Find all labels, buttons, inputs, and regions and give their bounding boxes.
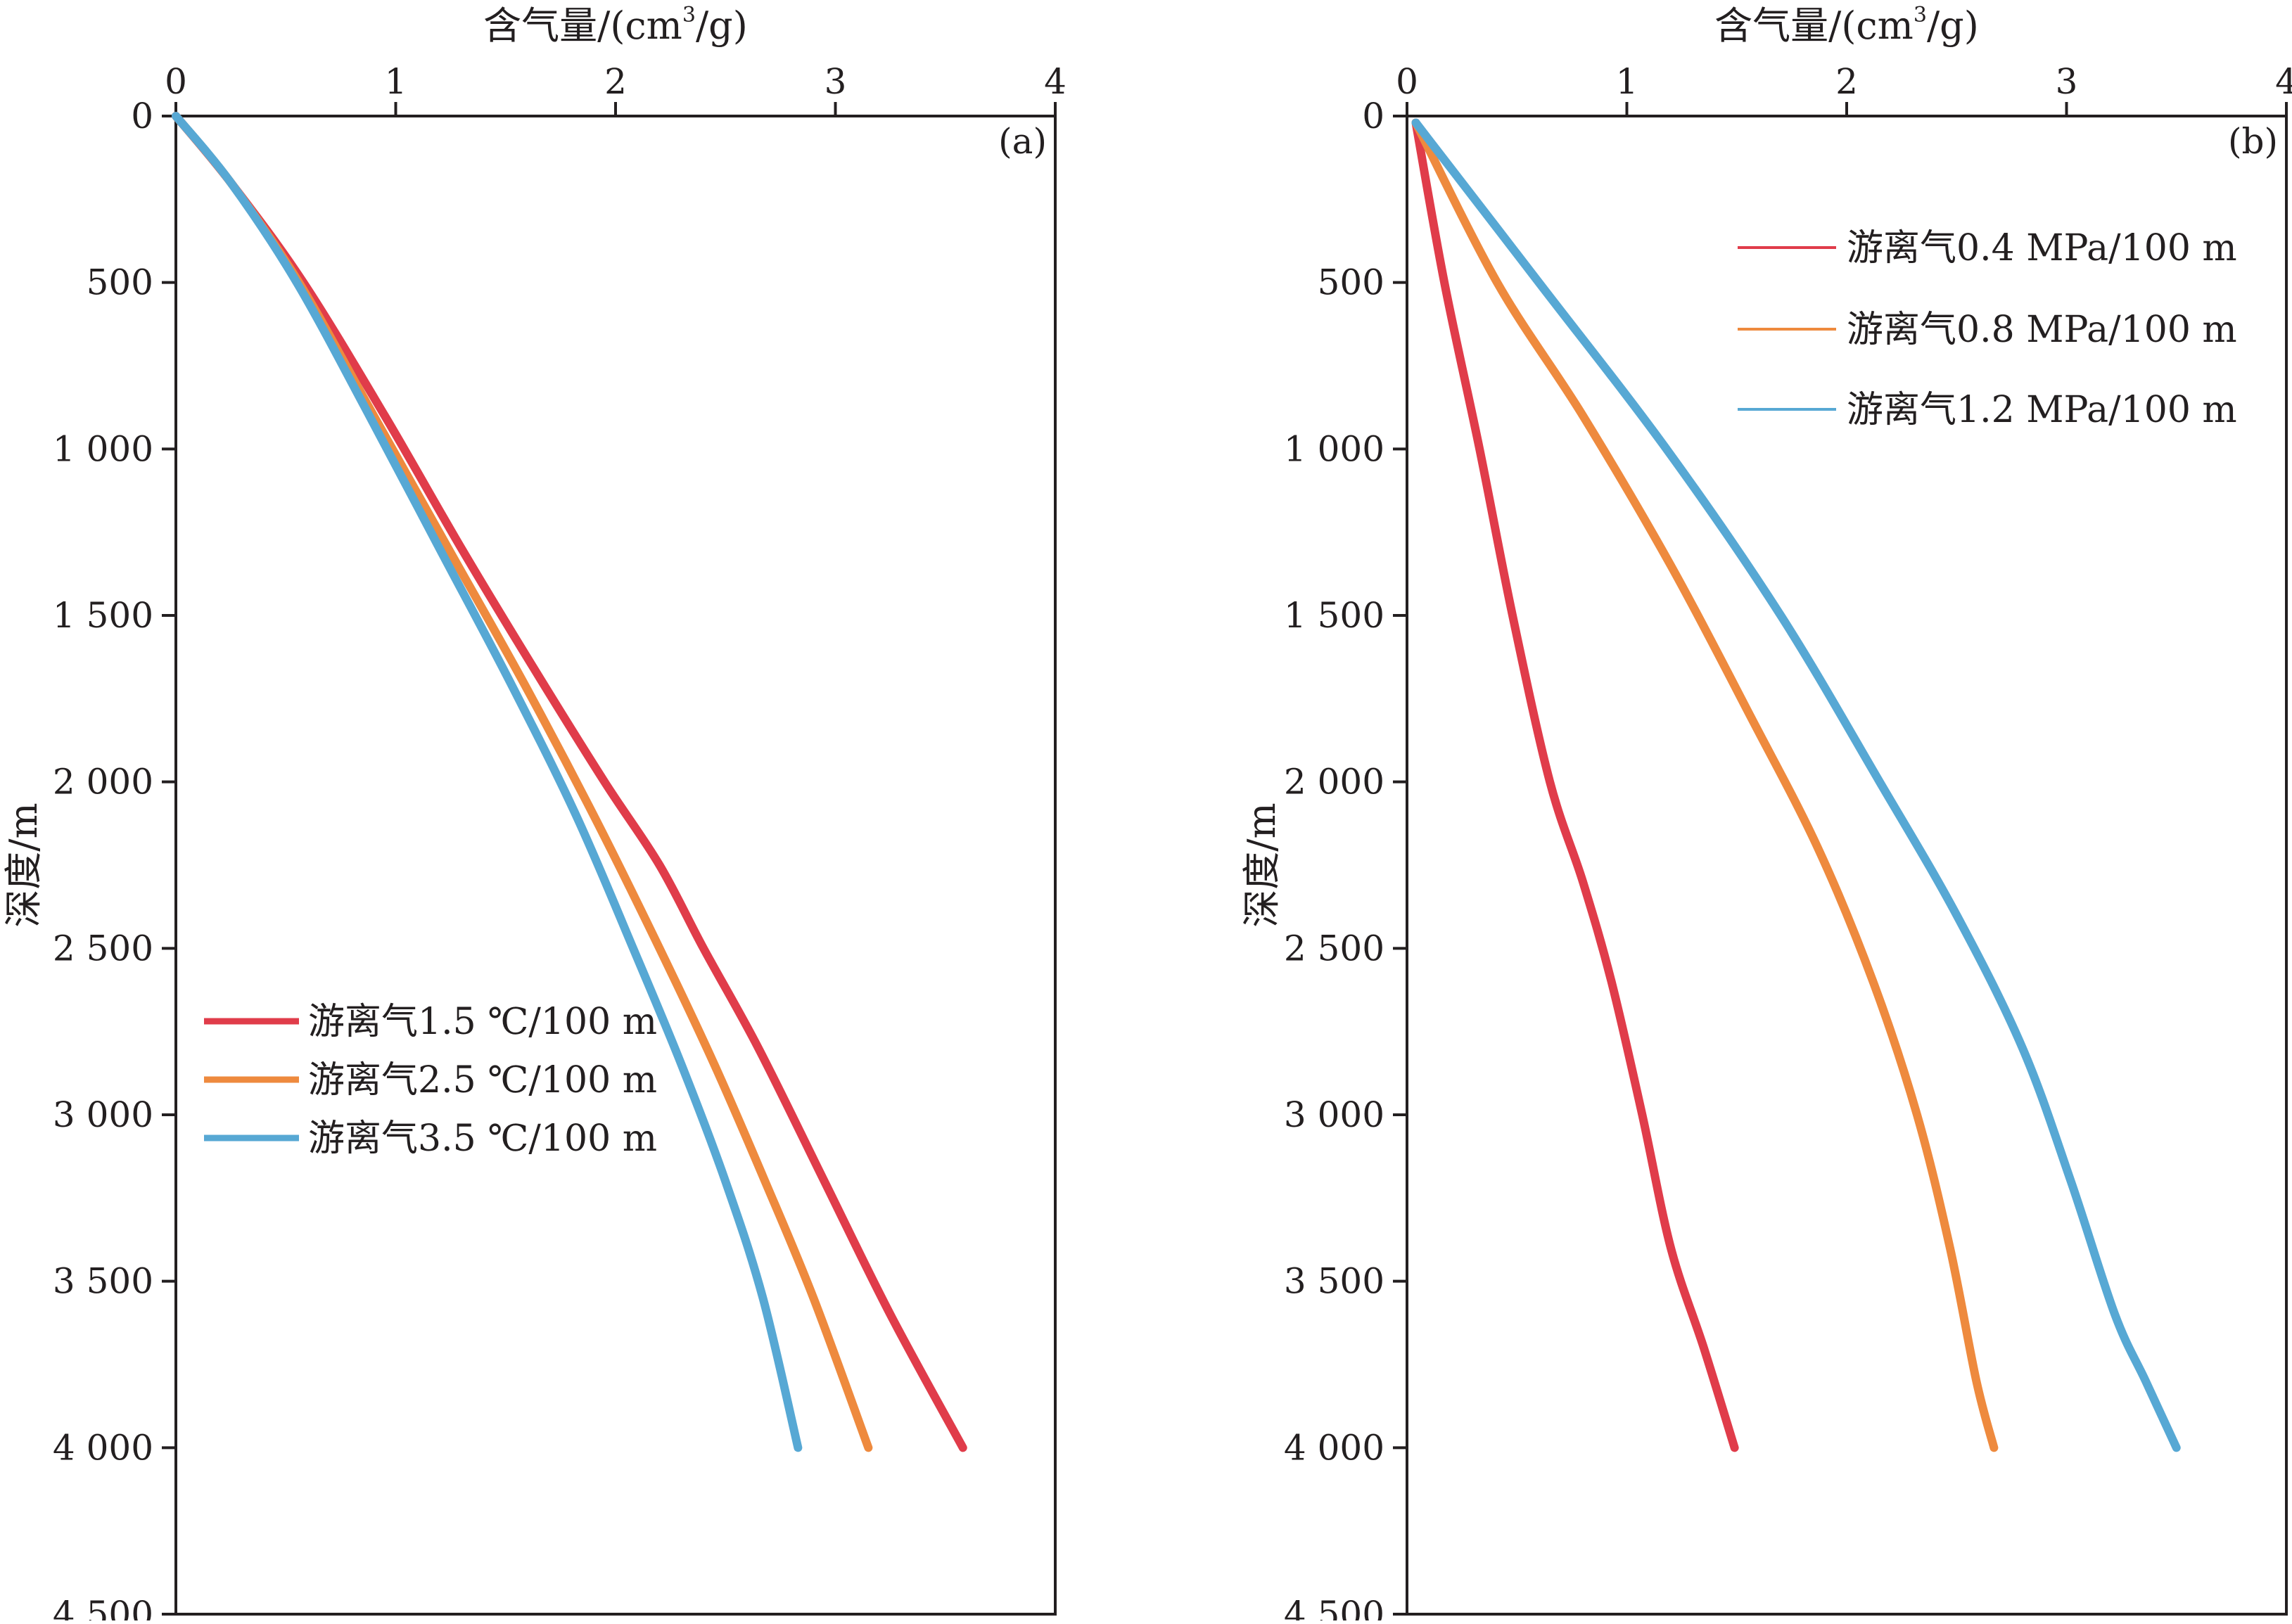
legend-label-2: 游离气0.8 MPa/100 m: [1847, 309, 2237, 351]
y-ticks: 0 500 1 000 1 500 2 000 2 500 3 000 3 500 4 000 4…: [53, 96, 176, 1624]
series-line-2: [172, 112, 873, 1452]
x-axis-title-suffix: /g): [1927, 4, 1979, 48]
y-tick-label: 3 000: [53, 1094, 153, 1135]
y-tick-label: 2 000: [53, 762, 153, 803]
y-tick-label: 4 000: [53, 1427, 153, 1468]
legend-label-3: 游离气1.2 MPa/100 m: [1847, 389, 2237, 431]
y-tick-label: 4 500: [53, 1594, 153, 1620]
y-tick-label: 2 500: [1284, 928, 1384, 968]
x-axis-title-prefix: 含气量/(cm: [483, 4, 682, 48]
x-axis-title-superscript: 3: [1914, 3, 1927, 27]
series-lines: [1411, 118, 2181, 1452]
legend: 游离气1.5 ℃/100 m 游离气2.5 ℃/100 m 游离气3.5 ℃/1…: [204, 1001, 657, 1160]
x-tick-label: 2: [604, 61, 627, 102]
x-tick-label: 0: [165, 61, 187, 102]
x-tick-label: 0: [1396, 61, 1418, 102]
series-line-3: [1411, 118, 2181, 1452]
panel-label: (a): [998, 121, 1047, 162]
series-lines: [172, 112, 967, 1452]
y-tick-label: 1 500: [53, 595, 153, 636]
y-tick-label: 2 500: [53, 928, 153, 968]
x-axis-title-suffix: /g): [696, 4, 748, 48]
series-line-2: [1411, 118, 1999, 1452]
x-axis-title: 含气量/(cm3/g): [483, 3, 748, 48]
y-tick-label: 4 000: [1284, 1427, 1384, 1468]
x-axis-title: 含气量/(cm3/g): [1714, 3, 1979, 48]
y-tick-label: 1 000: [1284, 428, 1384, 469]
y-tick-label: 1 500: [1284, 595, 1384, 636]
x-tick-label: 1: [385, 61, 407, 102]
y-tick-label: 1 000: [53, 428, 153, 469]
x-axis-title-superscript: 3: [682, 3, 696, 27]
y-axis-title: 深度/m: [1, 803, 46, 927]
x-tick-label: 1: [1616, 61, 1638, 102]
legend: 游离气0.4 MPa/100 m 游离气0.8 MPa/100 m 游离气1.2…: [1738, 227, 2237, 431]
x-ticks: 0 1 2 3 4: [1396, 61, 2292, 116]
y-tick-label: 3 500: [1284, 1261, 1384, 1302]
x-axis-title-prefix: 含气量/(cm: [1714, 4, 1914, 48]
y-tick-label: 4 500: [1284, 1594, 1384, 1620]
legend-label-1: 游离气0.4 MPa/100 m: [1847, 227, 2237, 269]
x-tick-label: 3: [2056, 61, 2078, 102]
y-ticks: 0 500 1 000 1 500 2 000 2 500 3 000 3 500 4 000 4…: [1284, 96, 1407, 1624]
series-line-1: [1411, 118, 1739, 1452]
x-ticks: 0 1 2 3 4: [165, 61, 1067, 116]
y-tick-label: 500: [1318, 262, 1384, 303]
series-line-1: [172, 112, 967, 1452]
legend-label-1: 游离气1.5 ℃/100 m: [308, 1001, 657, 1043]
y-tick-label: 2 000: [1284, 762, 1384, 803]
x-tick-label: 4: [1044, 61, 1067, 102]
y-tick-label: 0: [1362, 96, 1384, 136]
y-tick-label: 3 500: [53, 1261, 153, 1302]
x-tick-label: 4: [2275, 61, 2292, 102]
y-tick-label: 3 000: [1284, 1094, 1384, 1135]
y-tick-label: 500: [87, 262, 153, 303]
panel-label: (b): [2228, 121, 2278, 162]
series-line-3: [172, 112, 803, 1452]
y-axis-title: 深度/m: [1240, 803, 1284, 927]
legend-label-2: 游离气2.5 ℃/100 m: [308, 1059, 657, 1101]
x-tick-label: 2: [1835, 61, 1858, 102]
y-tick-label: 0: [131, 96, 153, 136]
x-tick-label: 3: [825, 61, 847, 102]
legend-label-3: 游离气3.5 ℃/100 m: [308, 1118, 657, 1160]
